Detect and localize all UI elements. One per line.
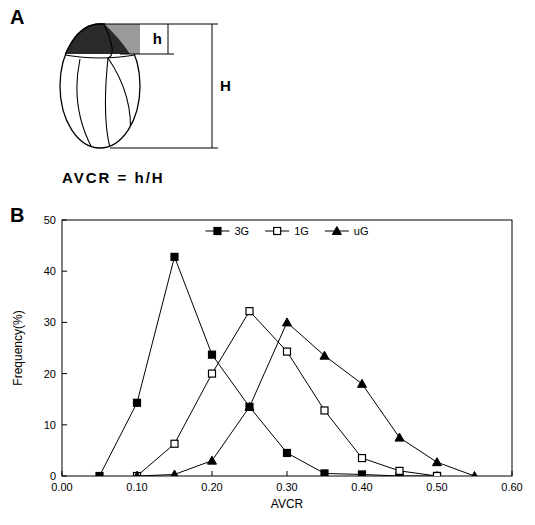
H-label: H (220, 77, 231, 94)
point (134, 473, 141, 477)
x-tick (212, 471, 213, 476)
x-tick-label: 0.60 (501, 481, 522, 493)
point (284, 348, 291, 355)
point (208, 456, 217, 464)
x-axis-title: AVCR (271, 497, 304, 511)
point (396, 467, 403, 474)
point (245, 402, 254, 410)
point (209, 370, 216, 377)
legend-marker (274, 228, 281, 235)
x-tick-label: 0.30 (276, 481, 297, 493)
y-tick-label: 40 (44, 265, 56, 277)
point (359, 455, 366, 462)
cleavage-line (60, 54, 140, 58)
legend-label: 3G (234, 225, 249, 237)
x-tick-label: 0.40 (351, 481, 372, 493)
y-tick-label: 50 (44, 214, 56, 226)
brackets (100, 24, 218, 148)
point (171, 440, 178, 447)
x-tick-label: 0.20 (201, 481, 222, 493)
point (321, 407, 328, 414)
cleavage-line (104, 24, 112, 58)
y-tick (62, 373, 67, 374)
y-tick (62, 220, 67, 221)
pigment (60, 24, 140, 54)
bracket-line (110, 148, 218, 149)
y-tick-label: 20 (44, 368, 56, 380)
point (434, 473, 441, 477)
y-tick-label: 30 (44, 316, 56, 328)
point (358, 379, 367, 387)
legend-entry: 3G (205, 225, 249, 237)
series-line (137, 322, 475, 476)
x-tick (62, 471, 63, 476)
panel-letter: A (10, 6, 24, 28)
legend: 3G 1G uG (205, 225, 368, 237)
bracket-line (212, 24, 213, 148)
point (283, 318, 292, 326)
cleavage-line (77, 59, 92, 148)
legend-label: 1G (294, 225, 309, 237)
data-layer (96, 253, 479, 476)
point (96, 473, 103, 477)
panel-letter: B (10, 204, 24, 226)
point (209, 351, 216, 358)
point (171, 253, 178, 260)
y-tick (62, 424, 67, 425)
bracket-line (120, 54, 174, 55)
axes: 0.00 0.10 0.20 0.30 0.40 0.50 0.60 0 10 20 30 40 50 A… (11, 214, 523, 511)
legend-entry: uG (325, 225, 369, 237)
plot-frame (62, 220, 512, 476)
y-tick-label: 0 (50, 470, 56, 482)
cleavage-line (108, 58, 131, 138)
point (170, 470, 179, 476)
bracket-line (168, 24, 169, 54)
x-tick-label: 0.10 (126, 481, 147, 493)
legend-entry: 1G (265, 225, 309, 237)
legend-marker (332, 227, 341, 235)
x-tick-label: 0.50 (426, 481, 447, 493)
series (134, 308, 441, 476)
x-tick-label: 0.00 (51, 481, 72, 493)
bracket-line (100, 24, 218, 25)
point (395, 433, 404, 441)
y-tick (62, 271, 67, 272)
legend-label: uG (354, 225, 369, 237)
point (470, 472, 479, 477)
embryo (60, 24, 140, 148)
y-tick (62, 322, 67, 323)
point (433, 458, 442, 466)
point (246, 403, 253, 410)
h-label: h (153, 30, 162, 47)
panel-b: B 0.00 0.10 0.20 0.30 0.40 0.50 0.60 0 10 20 30 40 50… (10, 204, 523, 511)
animal-cap (60, 24, 140, 54)
panel-a: Ah H AVCR = h/H (10, 6, 231, 186)
legend-marker (214, 228, 221, 235)
cleavage-lines (60, 24, 140, 148)
y-axis-title: Frequency(%) (11, 310, 25, 385)
y-tick (62, 476, 67, 477)
point (321, 470, 328, 476)
figure: AhHAVCR = h/HB0.000.100.200.300.400.500.… (0, 0, 535, 525)
series-line (100, 257, 438, 476)
y-tick-label: 10 (44, 419, 56, 431)
pigment-light (104, 24, 140, 54)
point (284, 449, 291, 456)
cleavage-line (105, 58, 110, 148)
point (134, 399, 141, 406)
x-tick (512, 471, 513, 476)
formula: AVCR = h/H (62, 169, 165, 186)
point (133, 472, 142, 477)
point (434, 473, 441, 477)
series-line (137, 311, 437, 476)
point (246, 308, 253, 315)
point (320, 351, 329, 359)
x-tick (287, 471, 288, 476)
series (133, 318, 480, 476)
point (359, 471, 366, 476)
